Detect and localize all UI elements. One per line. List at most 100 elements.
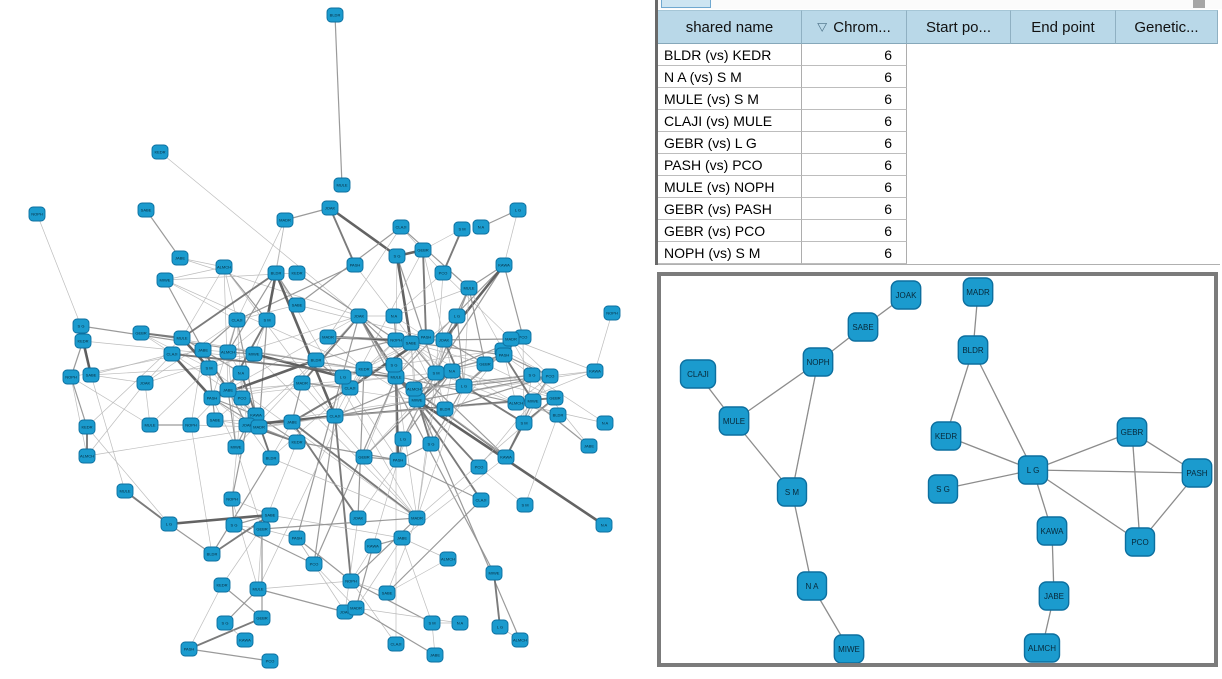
network-node[interactable]: N A — [596, 415, 614, 431]
network-node[interactable]: ALMCH — [405, 381, 423, 397]
network-node[interactable]: S M — [516, 497, 534, 513]
table-row[interactable]: GEBR (vs) PASH636000000420000008.9 — [658, 198, 1220, 220]
network-node[interactable]: PCO — [434, 265, 452, 281]
column-header-start-po---[interactable]: Start po... — [907, 10, 1011, 44]
network-node[interactable]: JOAK — [321, 200, 339, 216]
network-node[interactable]: ALMCH — [507, 395, 525, 411]
network-node[interactable]: PCO — [541, 368, 559, 384]
table-row[interactable]: GEBR (vs) L G6300000004300000016.9 — [658, 132, 1220, 154]
network-node[interactable]: JABE — [171, 250, 189, 266]
column-header-genetic---[interactable]: Genetic... — [1116, 10, 1218, 44]
table-row[interactable]: MULE (vs) S M614000000200000007.5 — [658, 88, 1220, 110]
network-node[interactable]: S M — [515, 415, 533, 431]
network-node[interactable]: JOAK — [350, 308, 368, 324]
network-node[interactable]: KEDR — [213, 577, 231, 593]
network-node[interactable]: PCO — [261, 653, 279, 669]
network-node[interactable]: MULE — [141, 417, 159, 433]
network-node[interactable]: L G — [394, 431, 412, 447]
network-node[interactable]: MIWE — [156, 272, 174, 288]
network-node-claji[interactable]: CLAJI — [679, 359, 717, 389]
network-node-bldr[interactable]: BLDR — [957, 335, 989, 365]
network-node[interactable]: S M — [423, 615, 441, 631]
network-node[interactable]: BLDR — [267, 265, 285, 281]
table-row[interactable]: GEBR (vs) PCO636000000420000008.4 — [658, 220, 1220, 242]
network-node[interactable]: L G — [455, 378, 473, 394]
network-node[interactable]: S M — [453, 221, 471, 237]
network-node-jabe[interactable]: JABE — [1038, 581, 1070, 611]
network-node-mule[interactable]: MULE — [718, 406, 750, 436]
network-node[interactable]: KAWA — [586, 363, 604, 379]
network-node[interactable]: MULE — [173, 330, 191, 346]
network-node[interactable]: GEBR — [476, 356, 494, 372]
network-node[interactable]: JOAK — [136, 375, 154, 391]
network-node-s-g[interactable]: S G — [927, 474, 959, 504]
network-node[interactable]: NOPH — [603, 305, 621, 321]
network-node-pash[interactable]: PASH — [1181, 458, 1213, 488]
network-node[interactable]: S G — [388, 248, 406, 264]
network-node[interactable]: L G — [491, 619, 509, 635]
table-row[interactable]: PASH (vs) PCO6340000004200000011.4 — [658, 154, 1220, 176]
network-node[interactable]: PASH — [389, 452, 407, 468]
network-node[interactable]: L G — [509, 202, 527, 218]
network-node[interactable]: BLDR — [549, 407, 567, 423]
network-node[interactable]: GEBR — [546, 390, 564, 406]
column-header-shared-name[interactable]: shared name — [658, 10, 802, 44]
table-row[interactable]: MULE (vs) NOPH6350000004200000010.5 — [658, 176, 1220, 198]
network-node[interactable]: MIWE — [245, 346, 263, 362]
network-node-kedr[interactable]: KEDR — [930, 421, 962, 451]
network-node[interactable]: SABE — [137, 202, 155, 218]
network-node[interactable]: N A — [451, 615, 469, 631]
network-node[interactable]: PASH — [203, 390, 221, 406]
network-node[interactable]: JOAK — [349, 510, 367, 526]
network-node[interactable]: JABE — [393, 530, 411, 546]
network-node[interactable]: MADR — [408, 510, 426, 526]
network-node[interactable]: MULE — [460, 280, 478, 296]
network-node-n-a[interactable]: N A — [796, 571, 828, 601]
network-node[interactable]: ALMCH — [78, 448, 96, 464]
network-node[interactable]: N A — [595, 517, 613, 533]
table-row[interactable]: N A (vs) S M610000000140000006.6 — [658, 66, 1220, 88]
network-node[interactable]: SABE — [288, 297, 306, 313]
network-node[interactable]: MULE — [249, 581, 267, 597]
network-node[interactable]: PASH — [346, 257, 364, 273]
network-node[interactable]: NOPH — [387, 332, 405, 348]
network-node[interactable]: MULE — [333, 177, 351, 193]
network-node[interactable]: GEBR — [414, 242, 432, 258]
network-node[interactable]: SABE — [261, 507, 279, 523]
network-node[interactable]: ALMCH — [511, 632, 529, 648]
network-node[interactable]: N A — [472, 219, 490, 235]
network-node-l-g[interactable]: L G — [1017, 455, 1049, 485]
network-node[interactable]: MADR — [502, 331, 520, 347]
network-node[interactable]: MULE — [116, 483, 134, 499]
network-node[interactable]: S M — [258, 312, 276, 328]
network-node[interactable]: BLDR — [203, 546, 221, 562]
network-node[interactable]: S M — [200, 360, 218, 376]
network-node[interactable]: S G — [385, 357, 403, 373]
network-node-kawa[interactable]: KAWA — [1036, 516, 1068, 546]
table-row[interactable]: BLDR (vs) KEDR61170000000192.0 — [658, 44, 1220, 66]
network-node[interactable]: CLAJI — [387, 636, 405, 652]
network-node-joak[interactable]: JOAK — [890, 280, 922, 310]
network-node-s-m[interactable]: S M — [776, 477, 808, 507]
network-node[interactable]: N A — [232, 365, 250, 381]
network-node[interactable]: MADR — [250, 419, 268, 435]
network-node[interactable]: JABE — [426, 647, 444, 663]
network-node[interactable]: MIWE — [485, 565, 503, 581]
network-node[interactable]: S G — [523, 367, 541, 383]
network-node[interactable]: S G — [225, 517, 243, 533]
table-row[interactable]: CLAJI (vs) MULE625000000350000005.9 — [658, 110, 1220, 132]
network-node[interactable]: KEDR — [355, 361, 373, 377]
network-node[interactable]: PASH — [417, 329, 435, 345]
network-node[interactable]: MADR — [347, 600, 365, 616]
network-node[interactable]: SABE — [402, 335, 420, 351]
network-node[interactable]: MIWE — [524, 393, 542, 409]
network-node[interactable]: CLAJI — [472, 492, 490, 508]
table-row[interactable]: NOPH (vs) S M636000000420000009.9 — [658, 242, 1220, 264]
network-node[interactable]: MIWE — [408, 392, 426, 408]
network-node-sabe[interactable]: SABE — [847, 312, 879, 342]
column-header-chrom---[interactable]: ▽ Chrom... — [802, 10, 907, 44]
network-node[interactable]: JABE — [219, 382, 237, 398]
network-node[interactable]: ALMCH — [439, 551, 457, 567]
network-node[interactable]: KAWA — [495, 257, 513, 273]
network-node[interactable]: L G — [334, 369, 352, 385]
